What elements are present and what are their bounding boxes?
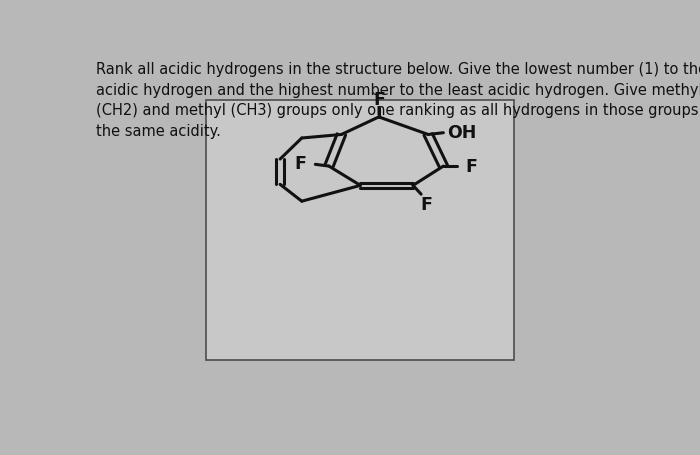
FancyBboxPatch shape bbox=[206, 101, 514, 360]
Text: OH: OH bbox=[447, 123, 477, 142]
Text: F: F bbox=[373, 91, 385, 109]
Text: F: F bbox=[466, 158, 477, 176]
Text: F: F bbox=[421, 195, 433, 213]
Text: Rank all acidic hydrogens in the structure below. Give the lowest number (1) to : Rank all acidic hydrogens in the structu… bbox=[96, 62, 700, 138]
Text: F: F bbox=[295, 154, 307, 172]
